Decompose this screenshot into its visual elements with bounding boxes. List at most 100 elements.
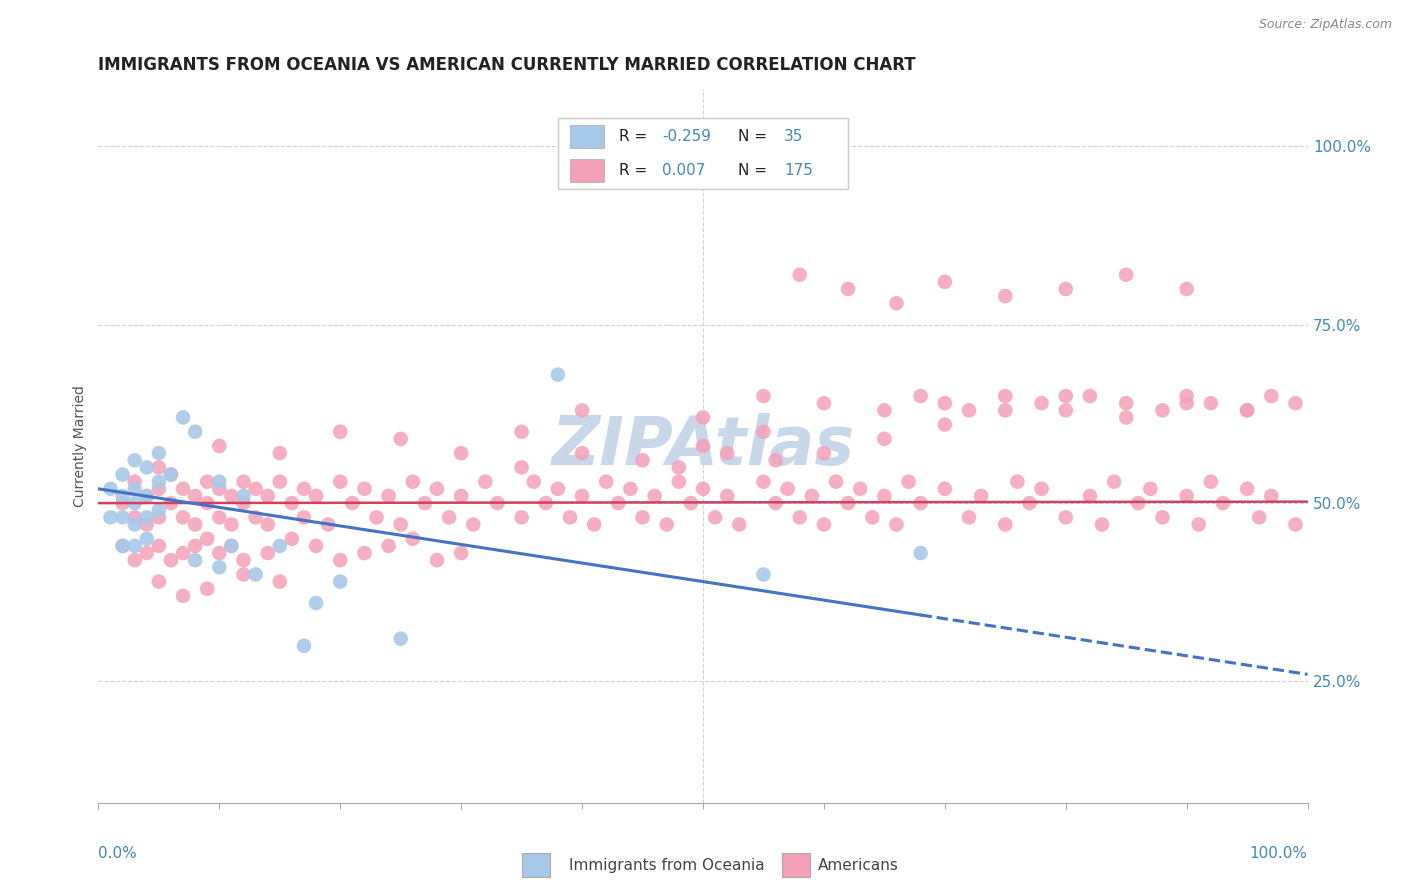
- Point: [426, 553, 449, 567]
- Point: [474, 475, 496, 489]
- Point: [437, 510, 460, 524]
- Point: [389, 632, 412, 646]
- Point: [111, 539, 134, 553]
- Point: [184, 489, 207, 503]
- Point: [135, 489, 157, 503]
- Point: [124, 482, 146, 496]
- Point: [1139, 482, 1161, 496]
- Point: [245, 510, 267, 524]
- Text: R =: R =: [619, 128, 652, 144]
- Point: [692, 482, 714, 496]
- Point: [1236, 482, 1258, 496]
- Point: [583, 517, 606, 532]
- Point: [111, 489, 134, 503]
- Point: [1078, 389, 1101, 403]
- Point: [934, 482, 956, 496]
- Point: [655, 517, 678, 532]
- Point: [547, 482, 569, 496]
- Point: [269, 539, 291, 553]
- Point: [232, 475, 254, 489]
- Point: [800, 489, 823, 503]
- Point: [148, 539, 170, 553]
- Point: [402, 532, 425, 546]
- Point: [631, 453, 654, 467]
- Point: [994, 389, 1017, 403]
- Point: [160, 467, 183, 482]
- Point: [124, 475, 146, 489]
- Point: [752, 389, 775, 403]
- Point: [148, 446, 170, 460]
- Point: [232, 489, 254, 503]
- Point: [124, 553, 146, 567]
- Point: [195, 496, 218, 510]
- Point: [450, 489, 472, 503]
- Text: Source: ZipAtlas.com: Source: ZipAtlas.com: [1258, 18, 1392, 31]
- Point: [1054, 403, 1077, 417]
- FancyBboxPatch shape: [569, 159, 605, 182]
- Point: [148, 475, 170, 489]
- Point: [957, 510, 980, 524]
- Text: 0.0%: 0.0%: [98, 846, 138, 861]
- Point: [413, 496, 436, 510]
- Point: [1091, 517, 1114, 532]
- Point: [631, 510, 654, 524]
- Point: [124, 453, 146, 467]
- Point: [450, 446, 472, 460]
- Point: [377, 539, 399, 553]
- Text: Immigrants from Oceania: Immigrants from Oceania: [569, 858, 765, 872]
- Point: [679, 496, 702, 510]
- Point: [208, 510, 231, 524]
- Point: [571, 403, 593, 417]
- Point: [148, 482, 170, 496]
- Point: [886, 517, 908, 532]
- Point: [716, 489, 738, 503]
- Point: [910, 389, 932, 403]
- Text: 175: 175: [785, 163, 813, 178]
- Point: [1199, 396, 1222, 410]
- Point: [813, 446, 835, 460]
- Point: [124, 517, 146, 532]
- Point: [1175, 396, 1198, 410]
- Point: [534, 496, 557, 510]
- Point: [195, 532, 218, 546]
- Point: [195, 582, 218, 596]
- Point: [329, 475, 352, 489]
- Point: [510, 460, 533, 475]
- Point: [644, 489, 666, 503]
- Point: [160, 496, 183, 510]
- Point: [148, 503, 170, 517]
- Text: -0.259: -0.259: [662, 128, 711, 144]
- Point: [281, 532, 304, 546]
- Point: [256, 546, 278, 560]
- Point: [910, 546, 932, 560]
- Point: [692, 439, 714, 453]
- Point: [221, 539, 243, 553]
- Y-axis label: Currently Married: Currently Married: [73, 385, 87, 507]
- Point: [1199, 475, 1222, 489]
- Point: [789, 268, 811, 282]
- Point: [269, 475, 291, 489]
- Point: [837, 496, 859, 510]
- Point: [813, 517, 835, 532]
- Point: [1284, 517, 1306, 532]
- Point: [389, 432, 412, 446]
- Point: [148, 574, 170, 589]
- Point: [195, 475, 218, 489]
- Point: [160, 553, 183, 567]
- Point: [111, 467, 134, 482]
- Point: [305, 596, 328, 610]
- Point: [172, 482, 194, 496]
- Point: [595, 475, 617, 489]
- Point: [100, 510, 122, 524]
- Point: [752, 567, 775, 582]
- Point: [135, 517, 157, 532]
- Point: [184, 553, 207, 567]
- Point: [1284, 396, 1306, 410]
- Point: [208, 546, 231, 560]
- Point: [353, 482, 375, 496]
- Point: [1260, 489, 1282, 503]
- Point: [571, 489, 593, 503]
- Point: [752, 425, 775, 439]
- Point: [994, 517, 1017, 532]
- Point: [910, 496, 932, 510]
